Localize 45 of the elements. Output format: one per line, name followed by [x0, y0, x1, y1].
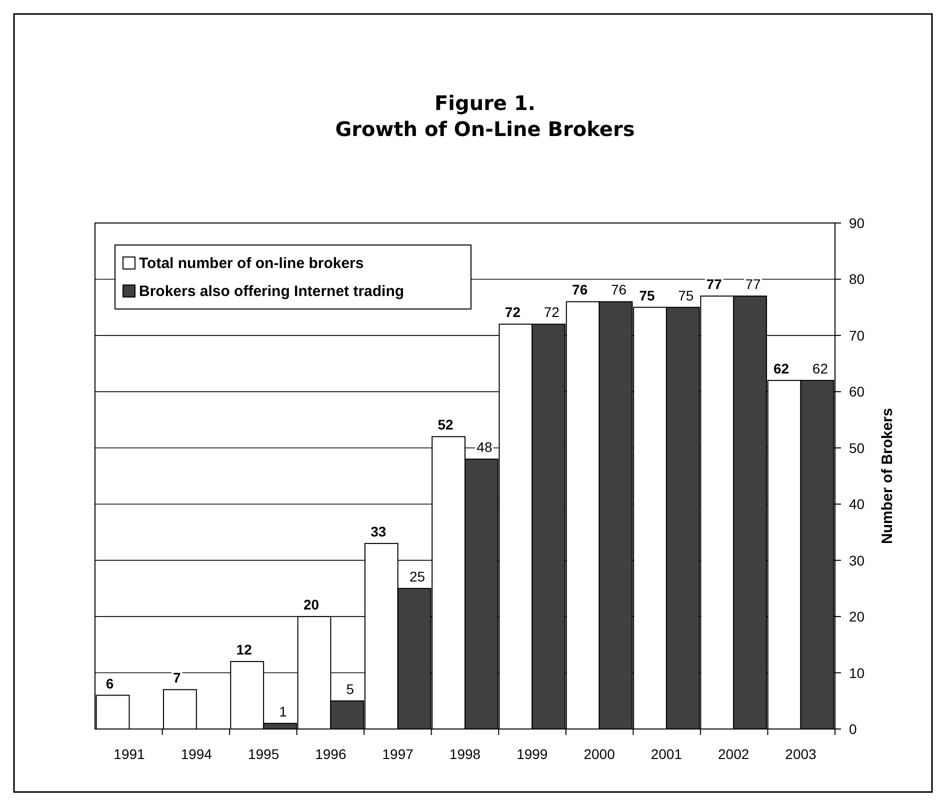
y-tick-label: 60 — [849, 384, 865, 400]
x-tick-label: 2002 — [718, 746, 750, 762]
data-label: 76 — [572, 282, 588, 298]
data-label: 72 — [504, 304, 521, 320]
y-tick-label: 20 — [849, 608, 865, 625]
data-label: 12 — [236, 642, 252, 658]
data-label: 33 — [370, 523, 386, 540]
data-label: 72 — [544, 304, 560, 320]
data-label: 25 — [410, 568, 426, 584]
x-tick-label: 1997 — [382, 746, 414, 762]
data-label: 5 — [346, 680, 354, 697]
chart-subtitle: Growth of On-Line Brokers — [335, 117, 635, 141]
data-label: 7 — [173, 670, 182, 686]
data-label: 75 — [678, 287, 694, 304]
data-label: 62 — [812, 360, 828, 376]
y-tick-label: 30 — [849, 552, 865, 568]
data-label: 76 — [610, 282, 627, 298]
y-tick-label: 50 — [849, 440, 865, 456]
x-tick-label: 1995 — [248, 746, 280, 762]
y-tick-label: 70 — [849, 327, 865, 344]
x-tick-label: 2001 — [650, 746, 682, 762]
y-tick-label: 40 — [849, 496, 865, 512]
x-tick-label: 1998 — [449, 746, 481, 762]
data-label: 52 — [438, 416, 454, 433]
legend-label: Total number of on-line brokers — [139, 255, 364, 272]
x-tick-label: 1999 — [516, 746, 548, 762]
y-tick-label: 80 — [849, 271, 865, 288]
data-label: 1 — [279, 703, 288, 720]
legend-label: Brokers also offering Internet trading — [139, 283, 404, 300]
data-label: 77 — [745, 276, 762, 292]
chart-title: Figure 1. — [434, 91, 536, 115]
y-tick-label: 10 — [849, 664, 865, 681]
y-tick-label: 90 — [849, 215, 865, 231]
data-label: 62 — [774, 360, 790, 376]
data-label: 75 — [639, 287, 655, 304]
data-label: 6 — [106, 675, 114, 692]
y-tick-label: 0 — [849, 721, 857, 737]
x-tick-label: 1996 — [315, 746, 346, 762]
x-tick-label: 2000 — [584, 746, 616, 762]
x-tick-label: 2003 — [785, 746, 817, 762]
data-label: 77 — [706, 276, 722, 292]
x-tick-label: 1994 — [180, 746, 212, 762]
data-label: 20 — [303, 596, 320, 613]
y-axis-title: Number of Brokers — [879, 408, 896, 544]
x-tick-label: 1991 — [114, 746, 146, 762]
